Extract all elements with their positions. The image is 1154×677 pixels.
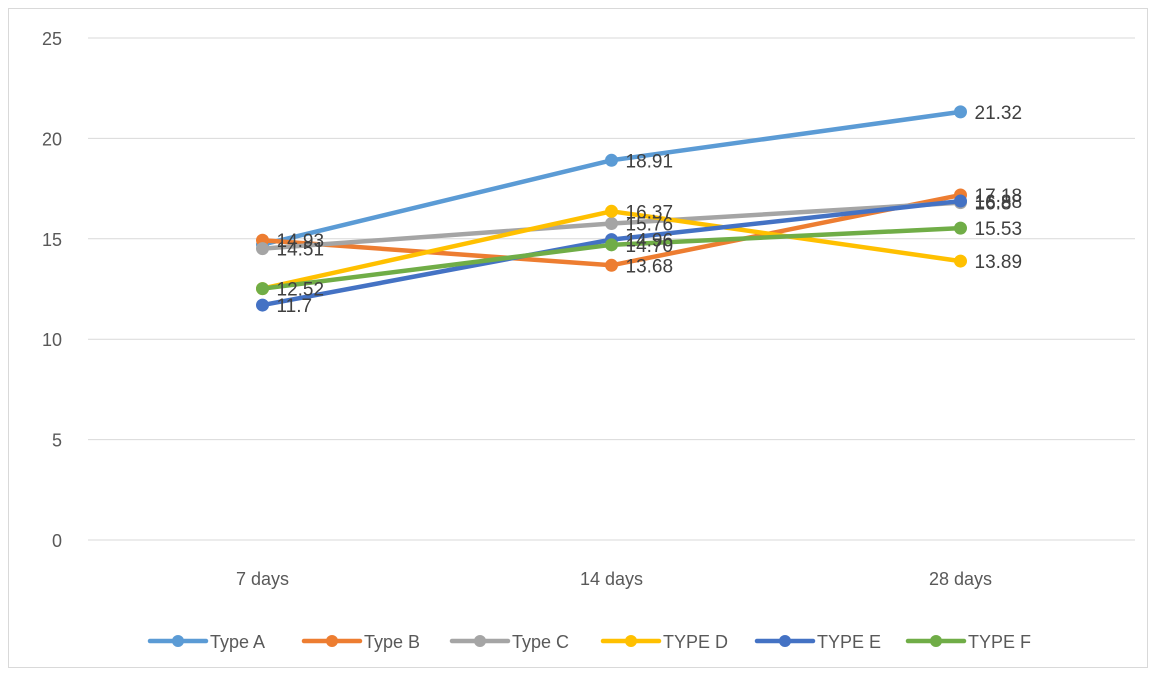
y-tick-label: 25 (42, 29, 62, 49)
x-axis: 7 days 14 days 28 days (236, 569, 992, 589)
legend-label: Type C (512, 632, 569, 652)
legend-marker (625, 635, 637, 647)
chart-frame (8, 8, 1148, 668)
data-label: 15.76 (626, 215, 674, 236)
data-point (954, 254, 967, 268)
y-axis: 0 5 10 15 20 25 (42, 29, 62, 551)
data-label: 17.18 (975, 186, 1023, 207)
data-labels: 18.9121.3214.9313.6817.1814.5115.7616.81… (277, 103, 1023, 317)
legend-label: TYPE F (968, 632, 1031, 652)
data-point (605, 238, 618, 252)
data-label: 13.89 (975, 252, 1023, 273)
data-label: 15.53 (975, 219, 1023, 240)
data-label: 21.32 (975, 103, 1023, 124)
data-point (256, 282, 269, 296)
data-point (605, 153, 618, 167)
legend-marker (474, 635, 486, 647)
x-tick-label: 28 days (929, 569, 992, 589)
data-label: 16.37 (626, 202, 674, 223)
data-label: 16.88 (975, 192, 1023, 213)
y-tick-label: 15 (42, 230, 62, 250)
legend-label: TYPE E (817, 632, 881, 652)
legend-label: TYPE D (663, 632, 728, 652)
data-point (256, 298, 269, 312)
y-tick-label: 20 (42, 129, 62, 149)
data-label: 16.8 (975, 194, 1012, 215)
data-label: 14.96 (626, 231, 674, 252)
x-tick-label: 14 days (580, 569, 643, 589)
data-point (605, 204, 618, 218)
legend-marker (326, 635, 338, 647)
legend-marker (172, 635, 184, 647)
y-tick-label: 5 (52, 431, 62, 451)
data-label: 14.51 (277, 240, 325, 261)
x-tick-label: 7 days (236, 569, 289, 589)
data-point (605, 258, 618, 272)
legend: Type A Type B Type C TYPE D TYPE E TYPE F (147, 632, 1031, 652)
data-label: 18.91 (626, 151, 674, 172)
data-point (954, 194, 967, 208)
data-point (954, 221, 967, 235)
y-tick-label: 10 (42, 330, 62, 350)
y-tick-label: 0 (52, 531, 62, 551)
data-label: 14.70 (626, 236, 674, 257)
data-point (256, 242, 269, 256)
gridlines (88, 37, 1135, 541)
legend-marker (930, 635, 942, 647)
data-label: 14.93 (277, 231, 325, 252)
data-label: 13.68 (626, 256, 674, 277)
data-label: 12.52 (277, 280, 325, 301)
legend-label: Type B (364, 632, 420, 652)
data-label: 11.7 (277, 296, 313, 317)
data-point (605, 217, 618, 231)
series-lines (256, 105, 967, 312)
legend-label: Type A (210, 632, 265, 652)
data-point (954, 105, 967, 119)
legend-marker (779, 635, 791, 647)
